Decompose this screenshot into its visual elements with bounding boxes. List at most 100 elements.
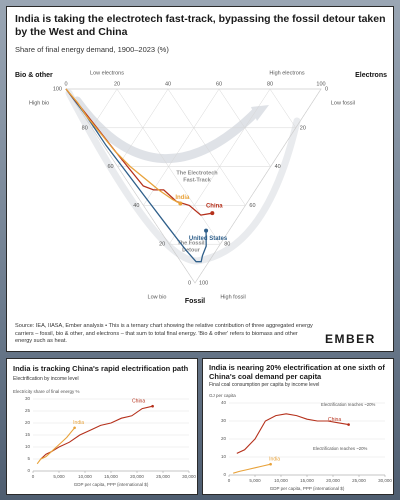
- y-tick-label: 40: [221, 400, 227, 405]
- fossil-tick-label: 60: [249, 203, 255, 209]
- y-tick-label: 10: [221, 454, 227, 459]
- annotation: Electrification reaches ~20%: [321, 402, 376, 407]
- series-line: [40, 405, 153, 460]
- end-dot: [151, 404, 154, 408]
- x-tick-label: 0: [228, 478, 231, 483]
- series-label: United States: [189, 236, 228, 242]
- left-card: India is tracking China's rapid electrif…: [6, 358, 198, 495]
- logo: EMBER: [325, 332, 376, 346]
- y-tick-label: 0: [27, 468, 30, 473]
- corner-label: Bio & other: [15, 72, 53, 79]
- corner-label: Electrons: [355, 72, 387, 79]
- bio-tick-label: 80: [82, 125, 88, 131]
- fossil-tick-label: 20: [300, 125, 306, 131]
- bio-tick-label: 40: [133, 203, 139, 209]
- line-chart: 0 5 10 15 20 25 30 0 5,000 10,000 15,000 20,000 25,0…: [13, 389, 196, 487]
- annotation: Electrification reaches ~20%: [313, 446, 368, 451]
- annotation: Fast-Track: [183, 177, 211, 183]
- series-line: [236, 413, 349, 454]
- triangle-outline: [65, 88, 322, 284]
- series-line: [65, 88, 207, 263]
- x-tick-label: 25,000: [156, 474, 170, 479]
- ternary-chart: 0 0 0 20 20 20 40 40 40 60 60 60 80 80 80 100 100 100 Bio …: [15, 70, 387, 305]
- chart-subtitle: Share of final energy demand, 1900–2023 …: [15, 45, 169, 54]
- series-label: India: [73, 420, 84, 426]
- right-card: India is nearing 20% electrification at …: [202, 358, 394, 495]
- y-axis-label: GJ per capita: [209, 393, 236, 398]
- electrons-tick-label: 20: [114, 81, 120, 87]
- series-line: [65, 88, 181, 205]
- electrons-tick-label: 40: [165, 81, 171, 87]
- bio-tick-label: 60: [107, 164, 113, 170]
- end-dot: [204, 228, 209, 233]
- edge-label: High electrons: [269, 70, 304, 76]
- grid-line: [143, 88, 220, 206]
- edge-label: Low fossil: [331, 100, 355, 106]
- x-tick-label: 5,000: [53, 474, 65, 479]
- electrons-tick-label: 0: [64, 81, 67, 87]
- electrons-tick-label: 80: [267, 81, 273, 87]
- x-tick-label: 30,000: [182, 474, 196, 479]
- end-dot: [73, 426, 76, 430]
- y-tick-label: 20: [25, 420, 31, 425]
- y-axis-label: Electricity share of final energy %: [13, 389, 80, 394]
- end-dot: [269, 462, 272, 466]
- chart-title: India is tracking China's rapid electrif…: [13, 364, 189, 373]
- series-line: [233, 463, 271, 474]
- x-tick-label: 10,000: [274, 478, 288, 483]
- grid-line: [269, 88, 297, 128]
- grid-line: [194, 88, 322, 284]
- y-tick-label: 5: [27, 456, 30, 461]
- series-label: India: [175, 195, 190, 201]
- end-dot: [178, 201, 183, 206]
- corner-label: Fossil: [185, 298, 205, 305]
- electrons-tick-label: 100: [316, 81, 325, 87]
- y-tick-label: 20: [221, 436, 227, 441]
- end-dot: [210, 211, 215, 216]
- y-tick-label: 10: [25, 444, 31, 449]
- x-tick-label: 10,000: [78, 474, 92, 479]
- bio-tick-label: 0: [188, 280, 191, 286]
- fossil-tick-label: 40: [275, 164, 281, 170]
- y-tick-label: 30: [221, 418, 227, 423]
- grid-line: [91, 88, 118, 128]
- fossil-tick-label: 80: [224, 242, 230, 248]
- x-axis-label: GDP per capita, PPP (international $): [270, 486, 345, 491]
- fossil-detour-arrow: [65, 89, 301, 265]
- x-tick-label: 20,000: [130, 474, 144, 479]
- x-tick-label: 5,000: [249, 478, 261, 483]
- grid-line: [218, 88, 271, 167]
- edge-label: High fossil: [220, 294, 245, 300]
- fossil-tick-label: 0: [325, 86, 328, 92]
- x-tick-label: 15,000: [300, 478, 314, 483]
- x-tick-label: 30,000: [378, 478, 392, 483]
- series-label: China: [328, 417, 341, 423]
- edge-label: Low electrons: [90, 70, 124, 76]
- fast-track-arrow: [72, 96, 262, 163]
- x-tick-label: 15,000: [104, 474, 118, 479]
- fossil-tick-label: 100: [199, 280, 208, 286]
- electrons-tick-label: 60: [216, 81, 222, 87]
- bio-tick-label: 100: [53, 86, 62, 92]
- annotation: The Electrotech: [176, 170, 218, 176]
- bio-tick-label: 20: [159, 242, 165, 248]
- grid-line: [117, 88, 169, 167]
- series-line: [65, 88, 213, 216]
- chart-title: India is nearing 20% electrification at …: [209, 363, 385, 381]
- grid-line: [167, 88, 246, 206]
- y-tick-label: 15: [25, 432, 31, 437]
- fast-track-arrowhead: [251, 105, 269, 121]
- y-tick-label: 25: [25, 408, 31, 413]
- edge-label: High bio: [29, 100, 49, 106]
- end-dot: [347, 423, 350, 426]
- x-tick-label: 25,000: [352, 478, 366, 483]
- source-note: Source: IEA, IIASA, Ember analysis • Thi…: [15, 323, 313, 345]
- x-axis-label: GDP per capita, PPP (international $): [74, 482, 149, 487]
- chart-subtitle: Final coal consumption per capita by inc…: [209, 382, 320, 388]
- line-chart: 0 10 20 30 40 0 5,000 10,000 15,000 20,000 25,000 3…: [209, 393, 392, 491]
- x-tick-label: 0: [32, 474, 35, 479]
- chart-subtitle: Electrification by income level: [13, 376, 79, 382]
- y-tick-label: 0: [223, 472, 226, 477]
- series-label: China: [206, 204, 223, 210]
